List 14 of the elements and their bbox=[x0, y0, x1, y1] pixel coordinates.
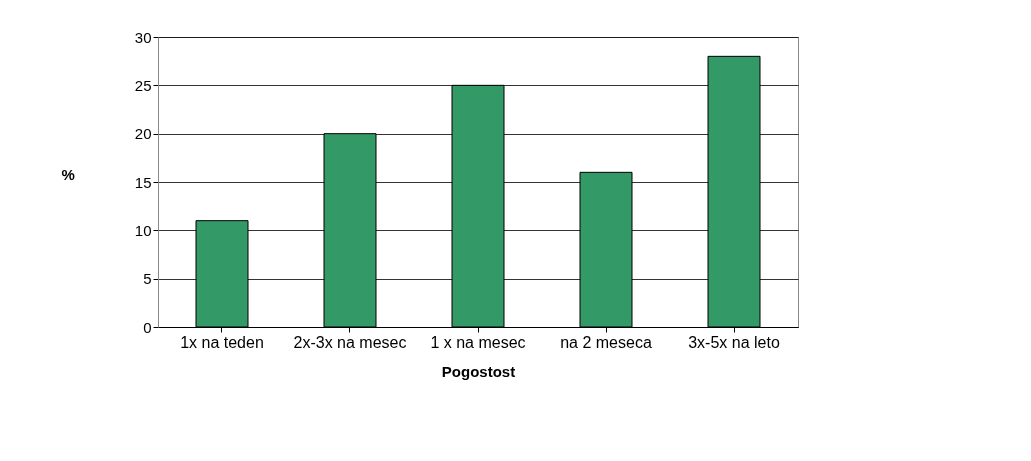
y-axis-title: % bbox=[61, 165, 75, 183]
y-tick-label: 10 bbox=[134, 221, 152, 239]
y-tick-label: 25 bbox=[134, 76, 152, 94]
y-tick-label: 0 bbox=[143, 318, 152, 336]
y-tick-label: 5 bbox=[143, 270, 152, 288]
y-tick-label: 30 bbox=[134, 28, 152, 46]
x-tick-label: 2x-3x na mesec bbox=[293, 333, 407, 351]
x-axis-title: Pogostost bbox=[441, 362, 516, 380]
x-tick-label: 3x-5x na leto bbox=[688, 333, 780, 351]
x-tick-label: 1 x na mesec bbox=[430, 333, 526, 351]
x-tick-label: na 2 meseca bbox=[560, 333, 652, 351]
x-tick-label: 1x na teden bbox=[180, 333, 264, 351]
y-tick-label: 20 bbox=[134, 125, 152, 143]
y-tick-label: 15 bbox=[134, 173, 152, 191]
